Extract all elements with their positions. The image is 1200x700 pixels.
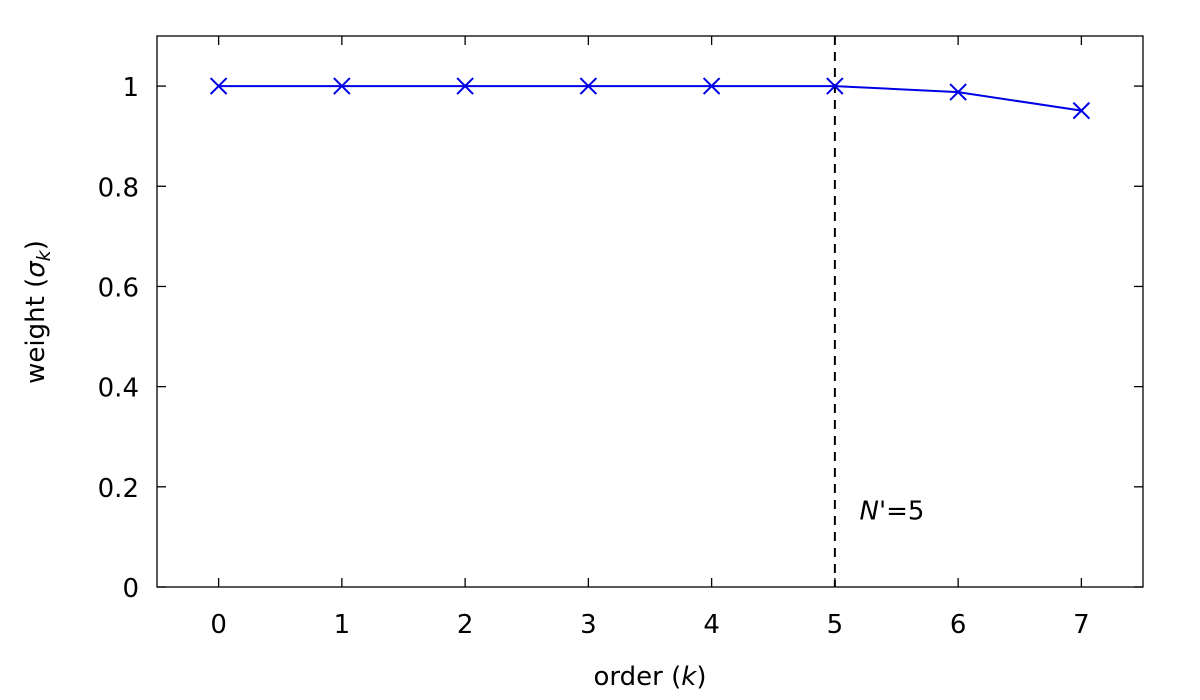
marker-stroke bbox=[826, 77, 844, 95]
x-axis-label: order (k) bbox=[594, 662, 707, 692]
series-markers bbox=[209, 77, 1091, 120]
y-tick-label: 0.8 bbox=[98, 173, 139, 203]
data-point bbox=[702, 77, 721, 95]
y-tick-label: 0.2 bbox=[98, 474, 139, 504]
marker-stroke bbox=[702, 77, 721, 95]
y-axis-label: weight (σk) bbox=[21, 240, 55, 384]
x-tick-label: 5 bbox=[827, 610, 844, 640]
axis-ticks bbox=[157, 36, 1143, 588]
marker-stroke bbox=[209, 77, 228, 95]
x-tick-label: 4 bbox=[703, 610, 720, 640]
y-tick-labels: 0 0.2 0.4 0.6 0.8 1 bbox=[98, 73, 139, 604]
x-tick-label: 2 bbox=[457, 610, 474, 640]
y-tick-label: 0.4 bbox=[98, 374, 139, 404]
data-point bbox=[826, 77, 844, 95]
x-tick-label: 0 bbox=[210, 610, 227, 640]
series-line bbox=[218, 85, 1082, 112]
data-point bbox=[949, 83, 967, 101]
x-tick-label: 1 bbox=[334, 610, 351, 640]
marker-stroke bbox=[456, 77, 474, 95]
y-tick-label: 1 bbox=[122, 73, 139, 103]
plot-frame bbox=[156, 35, 1144, 588]
data-point bbox=[209, 77, 228, 95]
marker-stroke bbox=[579, 77, 598, 95]
data-point bbox=[456, 77, 474, 95]
x-tick-label: 6 bbox=[950, 610, 967, 640]
threshold-annotation: N'=5 bbox=[860, 496, 925, 526]
y-tick-label: 0 bbox=[122, 574, 139, 604]
marker-stroke bbox=[949, 83, 967, 101]
x-tick-label: 3 bbox=[580, 610, 597, 640]
marker-stroke bbox=[333, 77, 351, 95]
data-point bbox=[1072, 101, 1091, 120]
x-tick-labels: 0 1 2 3 4 5 6 7 bbox=[210, 610, 1089, 640]
data-point bbox=[333, 77, 351, 95]
marker-stroke bbox=[1072, 101, 1091, 120]
x-tick-label: 7 bbox=[1073, 610, 1090, 640]
data-point bbox=[579, 77, 598, 95]
y-tick-label: 0.6 bbox=[98, 273, 139, 303]
